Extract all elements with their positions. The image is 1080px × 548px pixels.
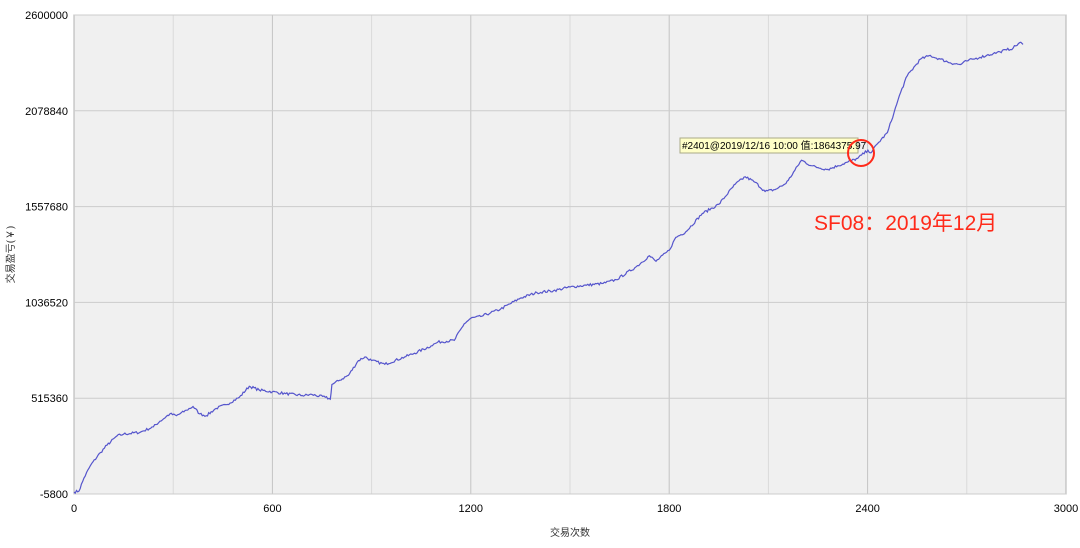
x-tick-label: 600 [263, 503, 281, 515]
annotation-label: SF08：2019年12月 [814, 212, 997, 235]
data-tooltip: #2401@2019/12/16 10:00 值:1864375.97 [679, 137, 867, 154]
y-tick-labels: -5800 515360 1036520 1557680 2078840 2600000 [25, 10, 68, 501]
tooltip-text: #2401@2019/12/16 10:00 值:1864375.97 [682, 139, 867, 152]
x-tick-label: 2400 [855, 503, 879, 515]
x-tick-label: 1200 [459, 503, 483, 515]
equity-series-line [73, 41, 1024, 495]
x-tick-label: 1800 [657, 503, 681, 515]
y-tick-label: -5800 [40, 489, 68, 501]
y-axis-title: 交易盈亏(￥) [4, 226, 17, 284]
x-axis-title: 交易次数 [550, 526, 590, 539]
y-tick-label: 1036520 [25, 297, 68, 309]
tooltip-box [679, 137, 859, 154]
y-tick-label: 2078840 [25, 106, 68, 118]
x-tick-label: 0 [71, 503, 77, 515]
y-tick-label: 1557680 [25, 202, 68, 214]
y-tick-label: 2600000 [25, 10, 68, 22]
x-tick-labels: 0 600 1200 1800 2400 3000 [71, 503, 1078, 515]
highlight-circle [847, 139, 875, 167]
y-tick-label: 515360 [31, 393, 68, 405]
x-tick-label: 3000 [1054, 503, 1078, 515]
